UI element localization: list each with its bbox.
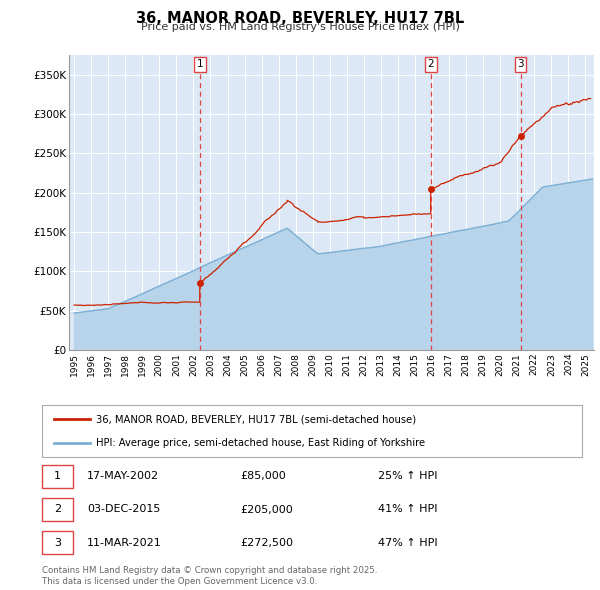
Text: 25% ↑ HPI: 25% ↑ HPI <box>378 471 437 481</box>
Text: 3: 3 <box>517 60 524 70</box>
Text: 03-DEC-2015: 03-DEC-2015 <box>87 504 160 514</box>
Text: 36, MANOR ROAD, BEVERLEY, HU17 7BL: 36, MANOR ROAD, BEVERLEY, HU17 7BL <box>136 11 464 25</box>
Text: Contains HM Land Registry data © Crown copyright and database right 2025.
This d: Contains HM Land Registry data © Crown c… <box>42 566 377 586</box>
Text: £272,500: £272,500 <box>240 537 293 548</box>
Text: HPI: Average price, semi-detached house, East Riding of Yorkshire: HPI: Average price, semi-detached house,… <box>96 438 425 448</box>
Text: 2: 2 <box>54 504 61 514</box>
Text: 41% ↑ HPI: 41% ↑ HPI <box>378 504 437 514</box>
Text: £85,000: £85,000 <box>240 471 286 481</box>
Text: £205,000: £205,000 <box>240 504 293 514</box>
Text: 36, MANOR ROAD, BEVERLEY, HU17 7BL (semi-detached house): 36, MANOR ROAD, BEVERLEY, HU17 7BL (semi… <box>96 414 416 424</box>
Text: 1: 1 <box>196 60 203 70</box>
Text: Price paid vs. HM Land Registry's House Price Index (HPI): Price paid vs. HM Land Registry's House … <box>140 22 460 32</box>
Text: 47% ↑ HPI: 47% ↑ HPI <box>378 537 437 548</box>
Text: 1: 1 <box>54 471 61 481</box>
Text: 2: 2 <box>427 60 434 70</box>
Text: 17-MAY-2002: 17-MAY-2002 <box>87 471 159 481</box>
Text: 3: 3 <box>54 537 61 548</box>
Text: 11-MAR-2021: 11-MAR-2021 <box>87 537 162 548</box>
